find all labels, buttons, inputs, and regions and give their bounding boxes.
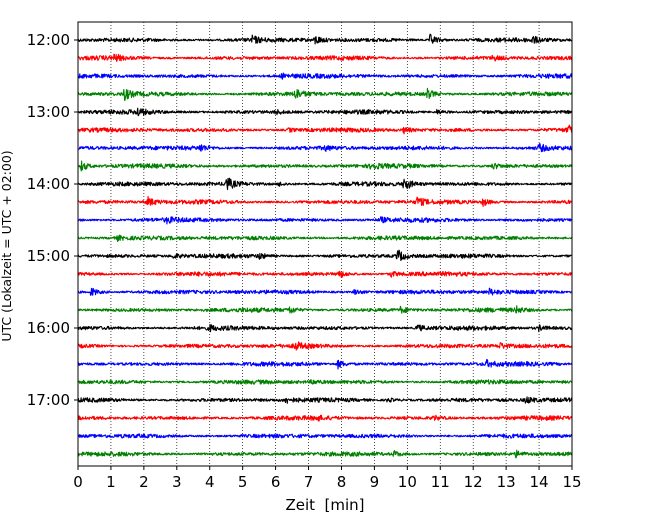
trace-1230	[77, 72, 573, 80]
y-axis-label: UTC (Lokalzeit = UTC + 02:00)	[0, 150, 14, 341]
trace-1300	[77, 107, 573, 117]
x-grid	[110, 22, 540, 466]
trace-1700	[77, 396, 573, 404]
x-tick-label: 2	[139, 473, 149, 491]
trace-1545	[77, 305, 573, 314]
y-tick-label: 17:00	[27, 391, 70, 409]
x-tick-label: 3	[172, 473, 182, 491]
x-axis: 0 1 2 3 4 5 6 7 8 9 10 11 12 13 14 15	[73, 466, 582, 491]
x-tick-label: 9	[370, 473, 380, 491]
trace-1745	[77, 449, 573, 459]
y-axis: 12:00 13:00 14:00 15:00 16:00 17:00	[27, 31, 78, 409]
x-tick-label: 13	[497, 473, 516, 491]
trace-1645	[77, 379, 573, 385]
x-tick-label: 15	[562, 473, 581, 491]
trace-1615	[77, 341, 573, 351]
y-tick-label: 14:00	[27, 175, 70, 193]
x-tick-label: 8	[337, 473, 347, 491]
x-tick-label: 12	[464, 473, 483, 491]
y-tick-label: 15:00	[27, 247, 70, 265]
trace-1200	[77, 33, 573, 45]
trace-1500	[77, 249, 573, 262]
trace-1715	[77, 414, 573, 422]
x-tick-label: 10	[398, 473, 417, 491]
trace-1600	[77, 323, 573, 333]
trace-1415	[77, 195, 573, 207]
plot-frame	[77, 21, 573, 467]
x-tick-label: 0	[73, 473, 83, 491]
x-tick-label: 4	[205, 473, 215, 491]
trace-1430	[77, 216, 573, 225]
trace-1215	[77, 53, 573, 62]
trace-1245	[77, 87, 573, 102]
x-tick-label: 7	[304, 473, 314, 491]
trace-1515	[77, 270, 573, 278]
trace-1630	[77, 359, 573, 370]
trace-1400	[77, 177, 573, 191]
x-tick-label: 14	[530, 473, 549, 491]
trace-1330	[77, 142, 573, 153]
x-tick-label: 11	[431, 473, 450, 491]
x-axis-label: Zeit [min]	[285, 496, 364, 514]
y-tick-label: 12:00	[27, 31, 70, 49]
y-tick-label: 16:00	[27, 319, 70, 337]
seismic-traces	[77, 33, 573, 459]
x-tick-label: 1	[106, 473, 116, 491]
x-tick-label: 6	[271, 473, 281, 491]
trace-1530	[77, 287, 573, 296]
plot-background	[78, 22, 572, 466]
trace-1315	[77, 124, 573, 135]
y-tick-label: 13:00	[27, 103, 70, 121]
trace-1730	[77, 433, 573, 439]
x-tick-label: 5	[238, 473, 248, 491]
trace-1445	[77, 234, 573, 242]
trace-1345	[77, 160, 573, 172]
